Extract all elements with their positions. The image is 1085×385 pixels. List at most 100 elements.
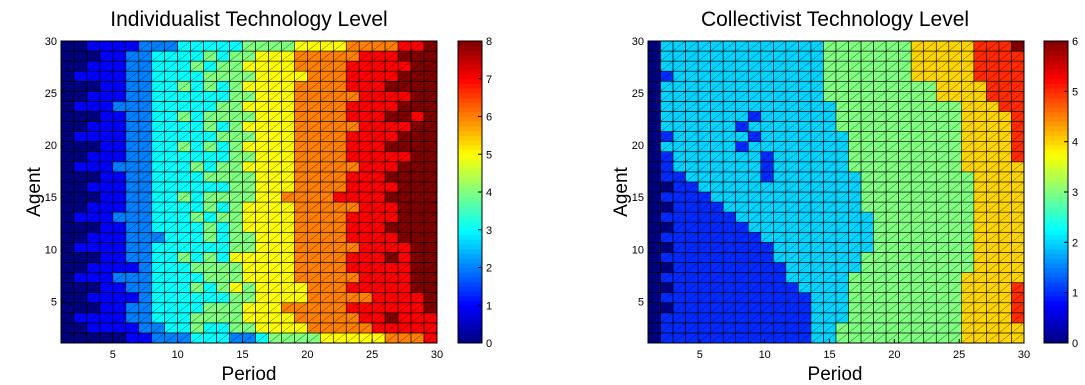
cell-diagonal (268, 312, 282, 324)
cell-diagonal (773, 101, 786, 112)
cell-diagonal (760, 191, 774, 203)
cell-diagonal (973, 60, 987, 72)
cell-diagonal (60, 141, 75, 152)
cell-diagonal (164, 101, 178, 112)
cell-diagonal (698, 302, 711, 313)
cell-diagonal (848, 282, 862, 293)
colorbar-segment (1044, 276, 1068, 283)
cell-diagonal (860, 60, 874, 72)
cell-diagonal (294, 292, 308, 303)
cell-diagonal (873, 81, 887, 92)
colorbar-segment (458, 220, 482, 226)
cell-diagonal (961, 71, 974, 82)
x-tick-label: 30 (1018, 349, 1030, 361)
cell-diagonal (835, 322, 849, 334)
cell-diagonal (125, 101, 139, 112)
cell-diagonal (798, 171, 812, 183)
cell-diagonal (333, 242, 347, 253)
cell-diagonal (911, 81, 924, 92)
cell-diagonal (798, 111, 812, 122)
cell-diagonal (151, 242, 165, 253)
cell-diagonal (73, 252, 88, 263)
cell-diagonal (372, 171, 386, 183)
cell-diagonal (320, 50, 334, 62)
cell-diagonal (73, 71, 88, 82)
cell-diagonal (60, 101, 75, 112)
cell-diagonal (860, 171, 874, 183)
cell-diagonal (710, 312, 724, 324)
cell-diagonal (886, 272, 899, 283)
cell-diagonal (748, 292, 761, 303)
colorbar-segment (458, 97, 482, 103)
cell-diagonal (86, 302, 101, 313)
cell-diagonal (255, 211, 269, 223)
cell-diagonal (873, 111, 887, 122)
cell-diagonal (647, 40, 661, 52)
cell-diagonal (698, 161, 711, 173)
cell-diagonal (242, 272, 256, 283)
colorbar-segment (1044, 163, 1068, 169)
cell-diagonal (798, 40, 812, 52)
cell-diagonal (307, 332, 321, 344)
cell-diagonal (255, 312, 269, 324)
cell-diagonal (99, 131, 113, 142)
cell-diagonal (359, 322, 373, 334)
cell-diagonal (860, 181, 874, 193)
cell-diagonal (99, 282, 113, 293)
cell-diagonal (268, 292, 282, 303)
cell-diagonal (255, 161, 269, 173)
cell-diagonal (760, 81, 774, 92)
cell-diagonal (886, 332, 899, 344)
cell-diagonal (710, 50, 724, 62)
cell-diagonal (99, 272, 113, 283)
cell-diagonal (242, 262, 256, 273)
cell-diagonal (359, 302, 373, 313)
cell-diagonal (164, 71, 178, 82)
cell-diagonal (242, 121, 256, 132)
cell-diagonal (672, 121, 686, 132)
cell-diagonal (998, 111, 1012, 122)
cell-diagonal (723, 81, 736, 92)
cell-diagonal (242, 81, 256, 92)
colorbar-segment (1044, 125, 1068, 132)
cell-diagonal (268, 272, 282, 283)
cell-diagonal (886, 121, 899, 132)
cell-diagonal (748, 332, 761, 344)
cell-diagonal (112, 292, 126, 303)
colorbar-segment (458, 258, 482, 264)
colorbar-segment (458, 163, 482, 169)
cell-diagonal (835, 252, 849, 263)
cell-diagonal (748, 232, 761, 243)
cell-diagonal (748, 242, 761, 253)
cell-diagonal (898, 191, 912, 203)
cell-diagonal (735, 332, 749, 344)
cell-diagonal (760, 211, 774, 223)
cell-diagonal (397, 232, 412, 243)
cell-diagonal (936, 181, 949, 193)
cell-diagonal (255, 302, 269, 313)
cell-diagonal (886, 201, 899, 213)
cell-diagonal (785, 312, 799, 324)
cell-diagonal (73, 312, 88, 324)
cell-diagonal (873, 242, 887, 253)
cell-diagonal (397, 91, 412, 102)
cell-diagonal (203, 322, 217, 334)
cell-diagonal (333, 101, 347, 112)
colorbar-segment (458, 130, 482, 136)
cell-diagonal (203, 171, 217, 183)
cell-diagonal (294, 312, 308, 324)
cell-diagonal (986, 101, 1000, 112)
cell-diagonal (810, 272, 824, 283)
colorbar-segment (1044, 187, 1068, 193)
cell-diagonal (748, 302, 761, 313)
cell-diagonal (410, 50, 425, 62)
cell-diagonal (320, 111, 334, 122)
cell-diagonal (423, 211, 438, 223)
cell-diagonal (785, 232, 799, 243)
cell-diagonal (785, 151, 799, 162)
cell-diagonal (760, 121, 774, 132)
cell-diagonal (672, 111, 686, 122)
cell-diagonal (911, 141, 924, 152)
x-tick-label: 30 (431, 349, 443, 361)
